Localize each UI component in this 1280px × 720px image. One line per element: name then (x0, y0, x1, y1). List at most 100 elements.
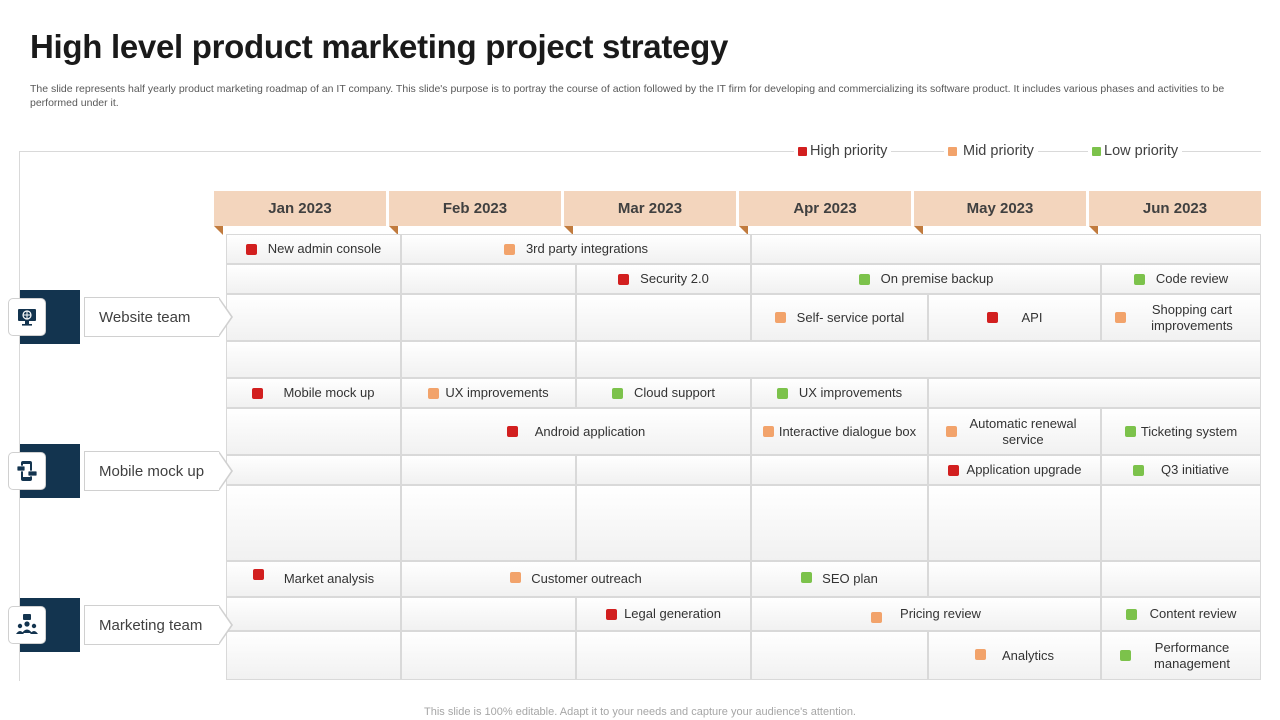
task-cell: Market analysis (226, 561, 401, 597)
empty-cell (928, 561, 1101, 597)
task-label: Legal generation (624, 606, 721, 621)
legend-swatch (798, 146, 807, 156)
task-cell: Code review (1101, 264, 1261, 294)
task-cell: On premise backup (751, 264, 1101, 294)
task-cell: UX improvements (401, 378, 576, 408)
task-label: Cloud support (634, 385, 715, 400)
task-label: Market analysis (283, 571, 375, 586)
priority-marker (776, 387, 788, 399)
page-subtitle: The slide represents half yearly product… (30, 83, 1225, 109)
task-label: API (1021, 309, 1043, 325)
task-cell: Shopping cart improvements (1101, 294, 1261, 341)
priority-marker (1133, 464, 1145, 476)
empty-cell (226, 597, 401, 631)
team-label-mobile: Mobile mock up (8, 444, 233, 498)
month-tab-fold (1089, 226, 1098, 235)
empty-cell (751, 455, 928, 485)
empty-cell (576, 455, 751, 485)
priority-marker (506, 426, 518, 437)
task-label: Application upgrade (966, 462, 1082, 477)
mobile-chat-icon (8, 452, 46, 490)
priority-marker (1133, 273, 1145, 285)
task-cell: Content review (1101, 597, 1261, 631)
priority-marker (252, 568, 264, 580)
priority-marker (947, 464, 959, 476)
month-header-jan: Jan 2023 (214, 191, 386, 226)
empty-cell (401, 485, 576, 561)
task-label: Shopping cart improvements (1151, 301, 1233, 333)
task-cell: Security 2.0 (576, 264, 751, 294)
task-label: Analytics (1001, 647, 1055, 663)
empty-cell (226, 485, 401, 561)
priority-marker (606, 608, 618, 620)
team-label-marketing: Marketing team (8, 598, 233, 652)
people-group-icon (8, 606, 46, 644)
legend-swatch (948, 146, 957, 156)
task-label: Security 2.0 (640, 271, 709, 286)
legend-high-priority: High priority (794, 142, 892, 160)
task-cell: Application upgrade (928, 455, 1101, 485)
empty-cell (401, 455, 576, 485)
roadmap-grid: New admin console 3rd party integrations… (226, 234, 1261, 680)
task-cell: Analytics (928, 631, 1101, 680)
empty-cell (576, 294, 751, 341)
empty-cell (401, 341, 576, 378)
footer-note: This slide is 100% editable. Adapt it to… (424, 706, 856, 718)
priority-marker (762, 426, 774, 437)
empty-cell (751, 234, 1261, 264)
task-cell: Ticketing system (1101, 408, 1261, 455)
task-label: New admin console (267, 241, 382, 256)
empty-cell (226, 264, 401, 294)
task-cell: Mobile mock up (226, 378, 401, 408)
empty-cell (576, 341, 1261, 378)
priority-marker (612, 387, 624, 399)
priority-marker (1124, 426, 1136, 437)
page-title: High level product marketing project str… (30, 28, 728, 65)
legend-swatch (1092, 146, 1101, 156)
task-label: Self- service portal (796, 309, 905, 325)
empty-cell (226, 341, 401, 378)
task-label: Content review (1149, 606, 1237, 621)
priority-marker (986, 312, 998, 323)
empty-cell (401, 631, 576, 680)
task-label: Q3 initiative (1161, 462, 1229, 477)
priority-marker (858, 273, 870, 285)
task-cell: Android application (401, 408, 751, 455)
team-label-website: Website team (8, 290, 233, 344)
task-label: On premise backup (880, 271, 994, 286)
task-cell: Legal generation (576, 597, 751, 631)
legend-mid-priority: Mid priority (944, 142, 1038, 160)
team-name: Mobile mock up (84, 451, 219, 491)
task-label: Pricing review (900, 606, 981, 621)
team-name: Marketing team (84, 605, 219, 645)
legend-label: Mid priority (963, 143, 1034, 159)
empty-cell (751, 631, 928, 680)
month-header-apr: Apr 2023 (739, 191, 911, 226)
priority-marker (946, 426, 957, 437)
task-cell: Cloud support (576, 378, 751, 408)
task-cell: Customer outreach (401, 561, 751, 597)
priority-marker (503, 243, 515, 255)
legend-label: High priority (810, 143, 888, 159)
priority-marker (428, 387, 440, 399)
empty-cell (401, 597, 576, 631)
priority-marker (1125, 608, 1137, 620)
priority-marker (774, 312, 786, 323)
priority-marker (245, 243, 257, 255)
month-tab-fold (739, 226, 748, 235)
month-tab-fold (564, 226, 573, 235)
empty-cell (928, 485, 1101, 561)
task-cell: Self- service portal (751, 294, 928, 341)
empty-cell (226, 294, 401, 341)
empty-cell (576, 485, 751, 561)
task-label: UX improvements (445, 385, 549, 400)
task-cell: Q3 initiative (1101, 455, 1261, 485)
empty-cell (928, 378, 1261, 408)
task-label: 3rd party integrations (525, 241, 649, 256)
task-label: Ticketing system (1140, 423, 1238, 439)
empty-cell (1101, 485, 1261, 561)
task-cell: Pricing review (751, 597, 1101, 631)
priority-marker (1120, 650, 1131, 661)
empty-cell (401, 264, 576, 294)
empty-cell (401, 294, 576, 341)
